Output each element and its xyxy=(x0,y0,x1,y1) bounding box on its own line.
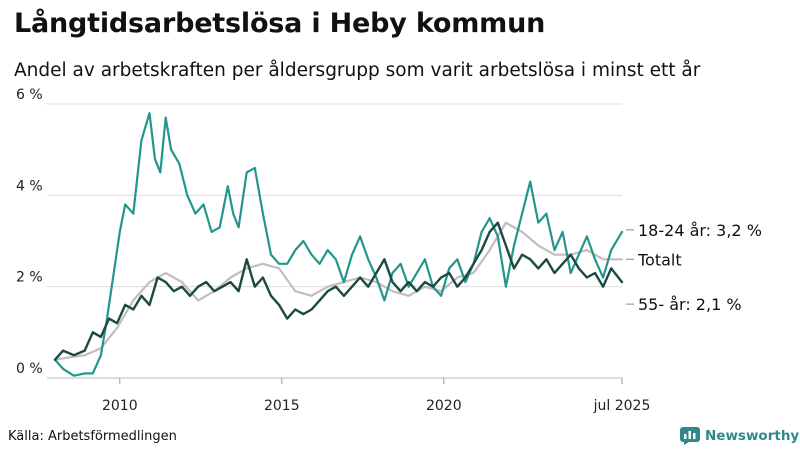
series-end-label-senior: 55- år: 2,1 % xyxy=(638,295,742,314)
series-end-label-youth: 18-24 år: 3,2 % xyxy=(638,221,762,240)
y-tick-label: 6 % xyxy=(16,87,43,103)
page-subtitle: Andel av arbetskraften per åldersgrupp s… xyxy=(14,60,701,81)
x-tick-label: 2020 xyxy=(426,398,462,414)
brand-name: Newsworthy xyxy=(705,428,800,444)
source-note: Källa: Arbetsförmedlingen xyxy=(8,429,177,444)
x-tick-label: jul 2025 xyxy=(593,398,651,414)
series-end-label-total: Totalt xyxy=(637,250,682,269)
x-tick-label: 2015 xyxy=(264,398,300,414)
y-tick-label: 0 % xyxy=(16,361,43,377)
y-tick-label: 2 % xyxy=(16,270,43,286)
page-title: Långtidsarbetslösa i Heby kommun xyxy=(14,8,546,39)
newsworthy-logo-icon xyxy=(680,427,700,445)
series-line-total xyxy=(53,221,624,361)
y-tick-label: 4 % xyxy=(16,178,43,194)
brand-logo[interactable]: Newsworthy xyxy=(680,427,799,445)
x-tick-label: 2010 xyxy=(102,398,138,414)
series-line-senior xyxy=(53,221,624,361)
series-line-youth xyxy=(53,112,624,377)
